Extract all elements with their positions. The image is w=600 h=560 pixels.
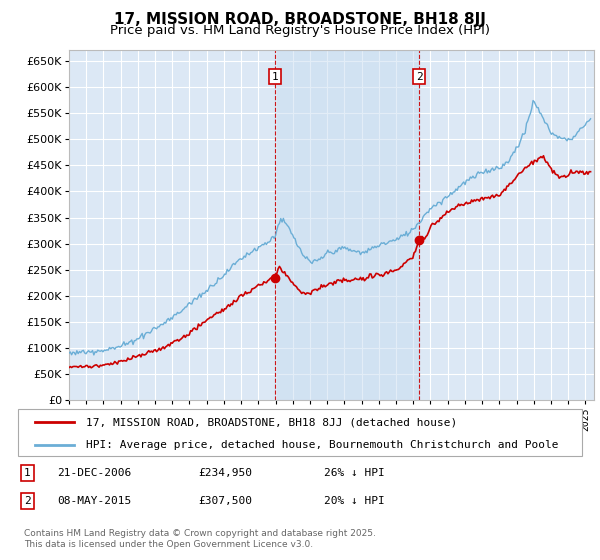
- Text: HPI: Average price, detached house, Bournemouth Christchurch and Poole: HPI: Average price, detached house, Bour…: [86, 440, 558, 450]
- Text: 1: 1: [272, 72, 278, 82]
- Text: Contains HM Land Registry data © Crown copyright and database right 2025.
This d: Contains HM Land Registry data © Crown c…: [24, 529, 376, 549]
- Text: £307,500: £307,500: [198, 496, 252, 506]
- Text: 20% ↓ HPI: 20% ↓ HPI: [324, 496, 385, 506]
- Text: 1: 1: [24, 468, 31, 478]
- FancyBboxPatch shape: [18, 409, 582, 456]
- Text: 17, MISSION ROAD, BROADSTONE, BH18 8JJ: 17, MISSION ROAD, BROADSTONE, BH18 8JJ: [114, 12, 486, 27]
- Text: 2: 2: [24, 496, 31, 506]
- Text: 21-DEC-2006: 21-DEC-2006: [57, 468, 131, 478]
- Text: Price paid vs. HM Land Registry's House Price Index (HPI): Price paid vs. HM Land Registry's House …: [110, 24, 490, 36]
- Bar: [275, 50, 419, 400]
- Text: 26% ↓ HPI: 26% ↓ HPI: [324, 468, 385, 478]
- Text: 08-MAY-2015: 08-MAY-2015: [57, 496, 131, 506]
- Text: 2: 2: [416, 72, 422, 82]
- Text: 17, MISSION ROAD, BROADSTONE, BH18 8JJ (detached house): 17, MISSION ROAD, BROADSTONE, BH18 8JJ (…: [86, 417, 457, 427]
- Text: £234,950: £234,950: [198, 468, 252, 478]
